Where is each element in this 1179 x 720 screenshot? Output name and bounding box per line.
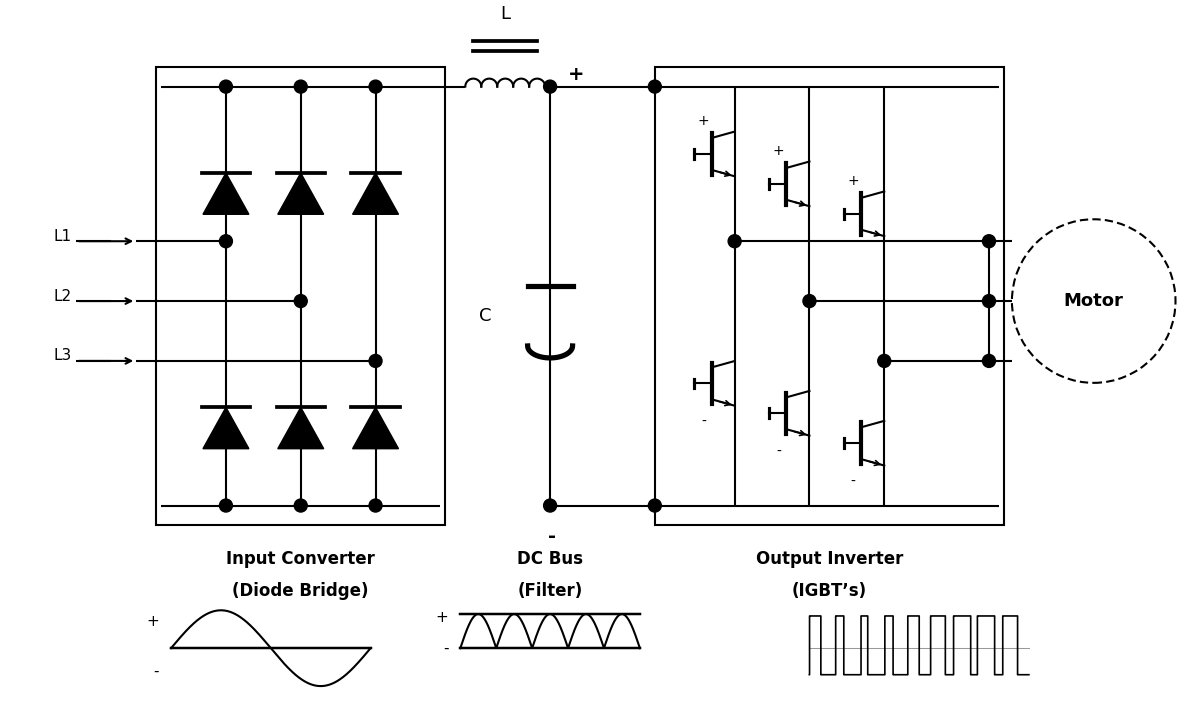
Circle shape bbox=[544, 499, 556, 512]
Text: -: - bbox=[548, 528, 556, 546]
Text: -: - bbox=[851, 475, 856, 489]
Circle shape bbox=[369, 80, 382, 93]
Text: (Diode Bridge): (Diode Bridge) bbox=[232, 582, 369, 600]
Text: L1: L1 bbox=[53, 229, 71, 244]
Bar bbox=[654, 67, 1005, 526]
Text: +: + bbox=[146, 614, 159, 629]
Circle shape bbox=[729, 235, 742, 248]
Text: +: + bbox=[435, 611, 448, 626]
Circle shape bbox=[219, 235, 232, 248]
Circle shape bbox=[982, 354, 995, 367]
Text: +: + bbox=[772, 144, 784, 158]
Bar bbox=[156, 67, 446, 526]
Text: -: - bbox=[776, 445, 780, 459]
Circle shape bbox=[982, 294, 995, 307]
Text: (Filter): (Filter) bbox=[518, 582, 582, 600]
Text: DC Bus: DC Bus bbox=[518, 550, 584, 568]
Text: (IGBT’s): (IGBT’s) bbox=[792, 582, 867, 600]
Circle shape bbox=[295, 294, 308, 307]
Text: L: L bbox=[500, 5, 511, 23]
Text: +: + bbox=[848, 174, 859, 188]
Polygon shape bbox=[353, 408, 399, 449]
Polygon shape bbox=[203, 173, 249, 215]
Text: -: - bbox=[443, 641, 448, 656]
Circle shape bbox=[295, 499, 308, 512]
Text: C: C bbox=[479, 307, 492, 325]
Circle shape bbox=[369, 499, 382, 512]
Polygon shape bbox=[203, 408, 249, 449]
Circle shape bbox=[219, 499, 232, 512]
Polygon shape bbox=[278, 173, 324, 215]
Text: +: + bbox=[698, 114, 710, 128]
Text: L2: L2 bbox=[53, 289, 71, 304]
Polygon shape bbox=[278, 408, 324, 449]
Circle shape bbox=[369, 354, 382, 367]
Circle shape bbox=[648, 80, 661, 93]
Polygon shape bbox=[353, 173, 399, 215]
Text: +: + bbox=[568, 65, 585, 84]
Circle shape bbox=[803, 294, 816, 307]
Circle shape bbox=[295, 80, 308, 93]
Circle shape bbox=[982, 235, 995, 248]
Text: Motor: Motor bbox=[1063, 292, 1124, 310]
Circle shape bbox=[877, 354, 890, 367]
Circle shape bbox=[219, 80, 232, 93]
Text: L3: L3 bbox=[53, 348, 71, 364]
Text: -: - bbox=[702, 415, 706, 429]
Text: -: - bbox=[153, 663, 159, 678]
Text: Output Inverter: Output Inverter bbox=[756, 550, 903, 568]
Text: Input Converter: Input Converter bbox=[226, 550, 375, 568]
Circle shape bbox=[648, 499, 661, 512]
Circle shape bbox=[544, 80, 556, 93]
